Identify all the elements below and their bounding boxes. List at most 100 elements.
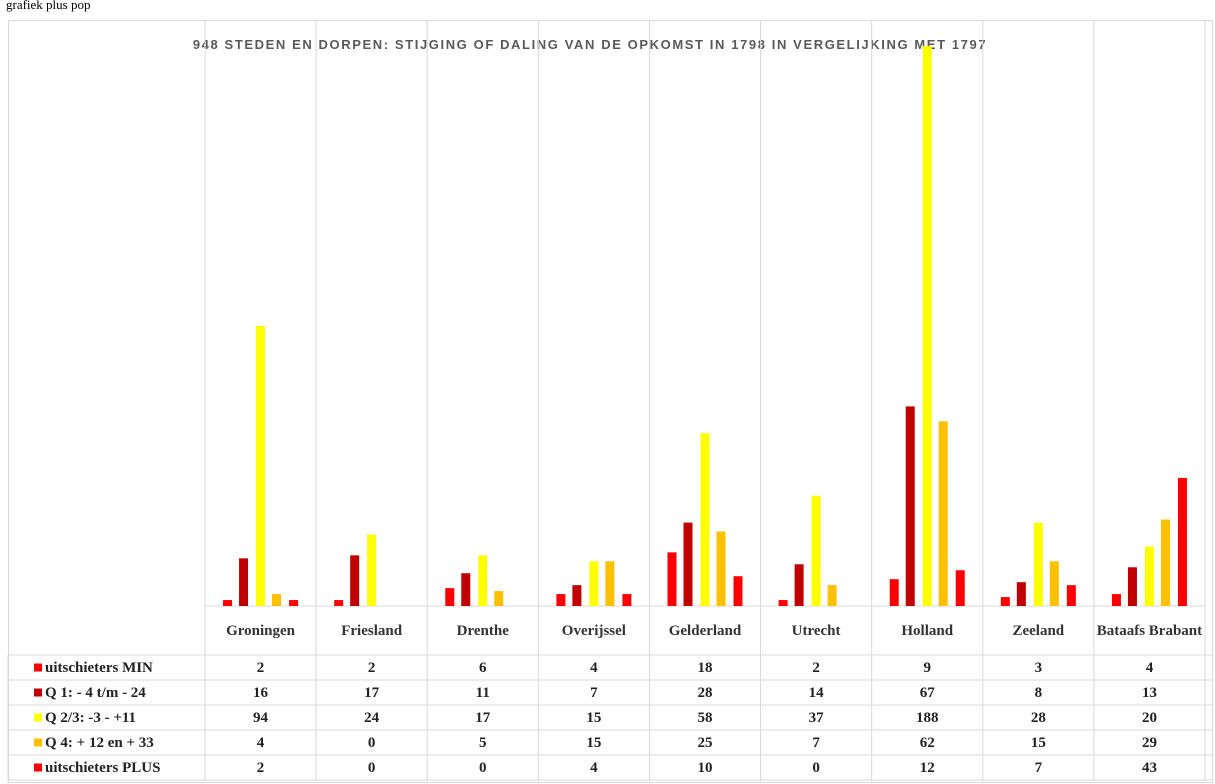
table-value: 11 (476, 685, 490, 701)
bar (605, 561, 615, 606)
table-value: 43 (1142, 760, 1157, 776)
table-value: 29 (1142, 735, 1157, 751)
table-value: 6 (479, 660, 487, 676)
table-value: 4 (257, 735, 265, 751)
legend-label: Q 4: + 12 en + 33 (45, 735, 154, 751)
table-value: 17 (364, 685, 380, 701)
category-label: Friesland (341, 623, 403, 639)
category-label-box: Gelderland (669, 623, 742, 639)
category-label: Groningen (226, 623, 295, 639)
table-value: 17 (475, 710, 491, 726)
bar (1144, 546, 1154, 606)
table-value: 18 (698, 660, 713, 676)
table-value: 25 (698, 735, 713, 751)
table-value: 8 (1035, 685, 1043, 701)
legend-label: Q 2/3: -3 - +11 (45, 710, 136, 726)
bar (827, 585, 837, 606)
category-label-box: Groningen (226, 623, 295, 639)
bar (1066, 585, 1076, 606)
table-value: 7 (812, 735, 820, 751)
bar (1000, 597, 1010, 606)
bar (239, 558, 249, 606)
bar (733, 576, 743, 606)
table-value: 24 (364, 710, 380, 726)
bar (1033, 522, 1043, 606)
bar (1177, 477, 1187, 606)
legend-label: uitschieters MIN (45, 660, 153, 676)
bar (1160, 519, 1170, 606)
bar (367, 534, 377, 606)
category-label: Utrecht (791, 623, 841, 639)
header-text: grafiek plus pop (6, 0, 90, 12)
table-value: 0 (812, 760, 820, 776)
bar (350, 555, 360, 606)
table-value: 28 (1031, 710, 1046, 726)
bar (683, 522, 693, 606)
table-value: 67 (920, 685, 936, 701)
chart-title: 948 STEDEN EN DORPEN: STIJGING OF DALING… (192, 37, 988, 52)
legend-label: Q 1: - 4 t/m - 24 (45, 685, 146, 701)
bar (716, 531, 726, 606)
table-value: 2 (257, 760, 265, 776)
bar (905, 406, 915, 606)
category-label-box: Bataafs Brabant (1096, 623, 1203, 639)
bar (922, 45, 932, 607)
table-value: 94 (253, 710, 269, 726)
category-label: Drenthe (456, 623, 509, 639)
category-label-box: Utrecht (791, 623, 841, 639)
table-value: 16 (253, 685, 269, 701)
table-value: 3 (1035, 660, 1043, 676)
table-value: 13 (1142, 685, 1157, 701)
bar (223, 600, 233, 606)
table-value: 37 (809, 710, 825, 726)
bar (622, 594, 632, 606)
category-label-box: Overijssel (561, 623, 626, 639)
table-value: 58 (698, 710, 713, 726)
category-label: Overijssel (561, 623, 626, 639)
table-value: 9 (923, 660, 931, 676)
table-value: 14 (809, 685, 825, 701)
table-value: 28 (698, 685, 713, 701)
bar (700, 433, 710, 606)
category-label-box: Drenthe (456, 623, 509, 639)
table-value: 10 (698, 760, 713, 776)
chart-border (8, 20, 1213, 783)
legend-label: uitschieters PLUS (45, 760, 160, 776)
table-value: 4 (590, 760, 598, 776)
bar (1016, 582, 1026, 606)
bar (256, 325, 266, 606)
bar (478, 555, 488, 606)
table-value: 4 (590, 660, 598, 676)
bar (272, 594, 282, 606)
table-value: 12 (920, 760, 935, 776)
table-value: 20 (1142, 710, 1157, 726)
bar (572, 585, 582, 606)
legend-swatch (34, 713, 42, 722)
category-label: Holland (901, 623, 954, 639)
legend-swatch (34, 763, 42, 772)
bar (556, 594, 566, 606)
category-label: Bataafs Brabant (1096, 623, 1203, 639)
table-value: 2 (812, 660, 820, 676)
bar (494, 591, 504, 606)
table-value: 62 (920, 735, 935, 751)
bar (461, 573, 471, 606)
table-value: 188 (916, 710, 939, 726)
category-label: Zeeland (1012, 623, 1065, 639)
table-value: 0 (368, 735, 376, 751)
table-value: 7 (1035, 760, 1043, 776)
table-value: 2 (257, 660, 265, 676)
bar (778, 600, 788, 606)
legend-swatch (34, 738, 42, 747)
legend-swatch (34, 688, 42, 697)
table-value: 15 (586, 710, 601, 726)
category-label-box: Zeeland (1012, 623, 1065, 639)
bar (589, 561, 599, 606)
bar (445, 588, 455, 606)
category-label-box: Holland (901, 623, 954, 639)
bar (334, 600, 344, 606)
table-value: 0 (479, 760, 487, 776)
table-value: 7 (590, 685, 598, 701)
table-value: 15 (586, 735, 601, 751)
